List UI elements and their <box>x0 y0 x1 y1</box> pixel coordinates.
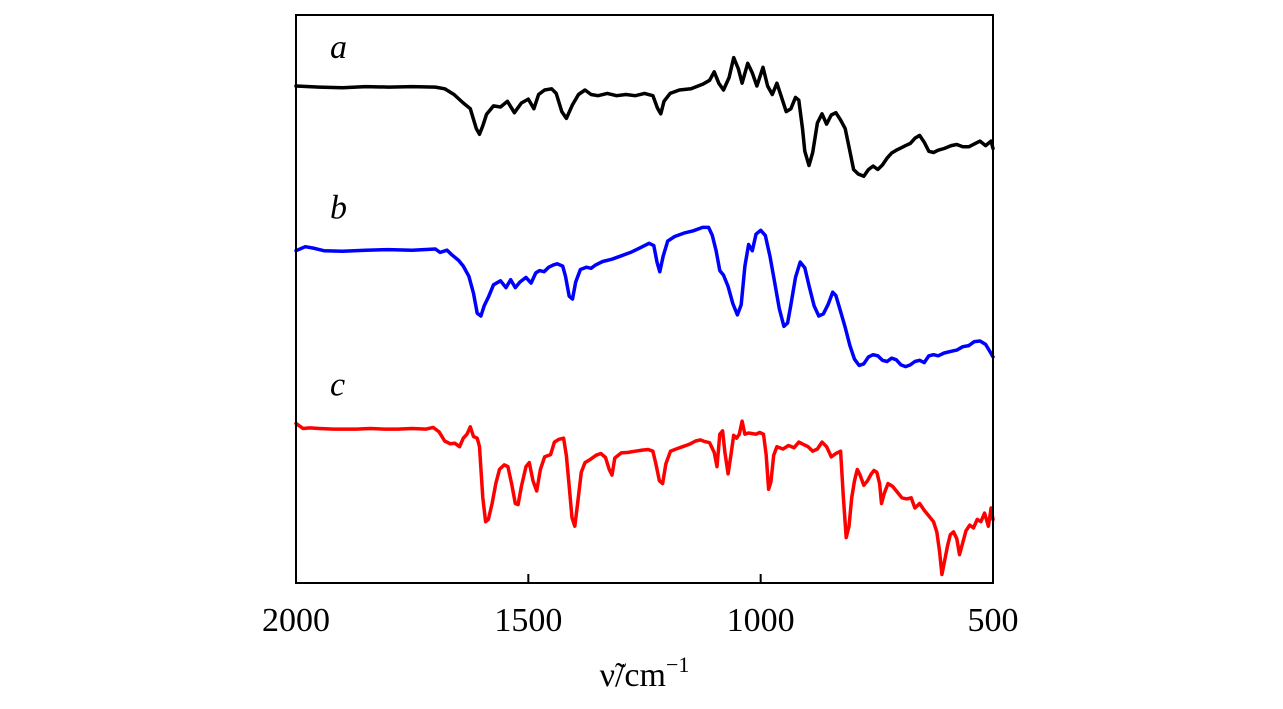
x-axis-title-exponent: −1 <box>666 652 689 677</box>
series-label-a: a <box>330 29 347 66</box>
x-axis-title: ν̃/cm−1 <box>600 652 690 694</box>
series-labels: a b c <box>330 29 347 403</box>
x-tick-label: 1500 <box>494 602 562 639</box>
x-axis-title-text: ν̃/cm <box>600 657 666 694</box>
series-line-c <box>294 419 995 577</box>
series-layer <box>294 55 995 577</box>
series-label-b: b <box>330 190 347 227</box>
series-label-c: c <box>330 366 345 403</box>
plot-frame <box>295 14 994 584</box>
series-line-b <box>294 225 995 369</box>
x-tick-label: 1000 <box>727 602 795 639</box>
x-tick-label: 500 <box>968 602 1019 639</box>
x-tick-label: 2000 <box>262 602 330 639</box>
x-axis-ticks: 2000 1500 1000 500 <box>262 574 1019 639</box>
series-line-a <box>294 55 995 179</box>
